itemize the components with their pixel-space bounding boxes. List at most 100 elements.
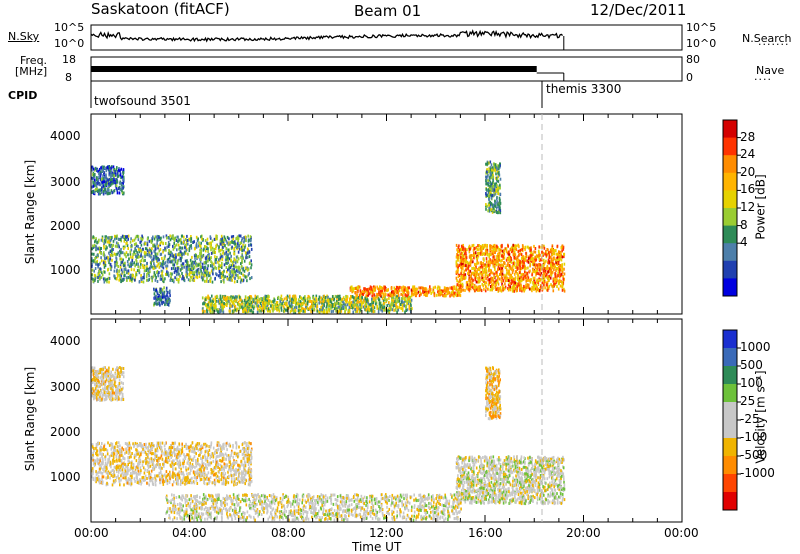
heatmap-cell [205, 255, 208, 259]
heatmap-cell [221, 274, 223, 278]
heatmap-cell [130, 278, 133, 281]
heatmap-cell [225, 256, 227, 259]
heatmap-cell [188, 249, 191, 253]
heatmap-cell [219, 256, 222, 260]
heatmap-cell [396, 291, 398, 295]
heatmap-cell [558, 275, 561, 279]
heatmap-cell [99, 270, 101, 273]
heatmap-cell [233, 296, 236, 300]
heatmap-cell [130, 237, 132, 241]
heatmap-cell [236, 295, 238, 299]
heatmap-cell [543, 280, 546, 283]
heatmap-cell [548, 254, 551, 258]
heatmap-cell [295, 297, 297, 301]
heatmap-cell [390, 307, 392, 311]
heatmap-cell [149, 270, 151, 274]
heatmap-cell [563, 272, 566, 276]
heatmap-cell [399, 303, 402, 306]
heatmap-cell [200, 272, 203, 276]
heatmap-cell [174, 258, 177, 262]
heatmap-cell [459, 282, 462, 286]
heatmap-cell [109, 173, 112, 177]
heatmap-cell [350, 285, 352, 289]
heatmap-cell [491, 284, 494, 287]
heatmap-cell [390, 303, 392, 307]
heatmap-cell [380, 308, 382, 312]
heatmap-cell [101, 180, 103, 184]
heatmap-cell [412, 288, 415, 292]
heatmap-cell [536, 254, 538, 258]
heatmap-cell [484, 263, 486, 267]
heatmap-cell [439, 289, 441, 292]
heatmap-cell [236, 235, 239, 239]
heatmap-cell [501, 245, 503, 249]
heatmap-cell [97, 181, 99, 185]
heatmap-cell [154, 248, 157, 251]
heatmap-cell [161, 290, 163, 294]
heatmap-cell [353, 287, 356, 291]
heatmap-cell [508, 272, 511, 276]
heatmap-cell [521, 264, 524, 268]
heatmap-cell [483, 252, 485, 256]
heatmap-cell [482, 257, 485, 261]
heatmap-cell [507, 283, 510, 287]
heatmap-cell [92, 184, 95, 188]
heatmap-cell [92, 191, 95, 195]
heatmap-cell [472, 260, 474, 264]
heatmap-cell [540, 267, 543, 271]
heatmap-cell [495, 210, 498, 214]
heatmap-cell [488, 170, 490, 173]
heatmap-cell [481, 268, 484, 272]
heatmap-cell [550, 271, 552, 275]
heatmap-cell [102, 186, 105, 190]
heatmap-cell [106, 240, 109, 244]
heatmap-cell [148, 250, 151, 254]
heatmap-cell [227, 258, 229, 262]
heatmap-cell [129, 278, 131, 282]
heatmap-cell [94, 240, 96, 244]
heatmap-cell [358, 293, 361, 297]
heatmap-cell [156, 252, 159, 256]
heatmap-cell [192, 271, 194, 275]
heatmap-cell [93, 269, 95, 273]
heatmap-cell [434, 285, 436, 289]
heatmap-cell [211, 265, 214, 269]
heatmap-cell [206, 270, 209, 274]
heatmap-cell [150, 262, 152, 266]
heatmap-cell [192, 277, 195, 281]
heatmap-cell [168, 236, 170, 240]
heatmap-cell [122, 279, 124, 282]
heatmap-cell [158, 258, 160, 262]
heatmap-cell [533, 279, 535, 283]
heatmap-cell [101, 259, 103, 263]
heatmap-cell [156, 302, 159, 306]
heatmap-cell [538, 279, 541, 282]
heatmap-cell [364, 300, 367, 304]
heatmap-cell [460, 269, 463, 273]
heatmap-cell [199, 262, 201, 266]
heatmap-cell [209, 279, 212, 283]
heatmap-cell [101, 273, 104, 277]
heatmap-cell [155, 275, 157, 279]
heatmap-cell [381, 291, 383, 295]
heatmap-cell [105, 180, 107, 184]
heatmap-cell [295, 301, 298, 305]
heatmap-cell [204, 256, 207, 260]
heatmap-cell [137, 235, 140, 239]
heatmap-cell [113, 167, 116, 171]
heatmap-cell [169, 294, 171, 298]
heatmap-cell [561, 268, 564, 272]
heatmap-cell [408, 286, 410, 290]
heatmap-cell [490, 188, 493, 192]
heatmap-cell [504, 247, 507, 251]
heatmap-cell [485, 175, 487, 179]
heatmap-cell [209, 309, 212, 313]
heatmap-cell [480, 289, 483, 293]
heatmap-cell [518, 281, 521, 285]
heatmap-cell [208, 252, 210, 256]
heatmap-cell [184, 246, 186, 250]
heatmap-cell [112, 173, 114, 177]
heatmap-cell [447, 289, 450, 293]
heatmap-cell [408, 307, 411, 311]
heatmap-cell [204, 268, 206, 272]
